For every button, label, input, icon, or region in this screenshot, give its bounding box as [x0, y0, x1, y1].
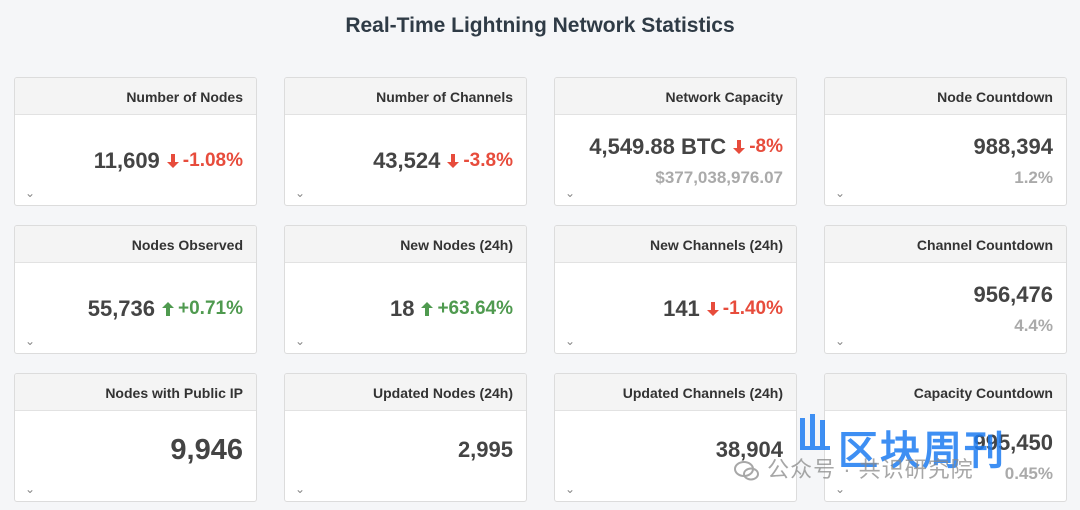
- watermark: 区块周刊 公众号 · 共识研究院: [730, 412, 1070, 502]
- card-title: Node Countdown: [825, 78, 1066, 115]
- arrow-up-icon: [162, 302, 175, 316]
- stat-card-updated-channels-24h: Updated Channels (24h) 38,904 ⌄: [554, 373, 797, 502]
- stat-card-number-of-nodes: Number of Nodes 11,609 -1.08% ⌄: [14, 77, 257, 206]
- chevron-down-icon[interactable]: ⌄: [565, 482, 576, 496]
- chevron-down-icon[interactable]: ⌄: [565, 334, 576, 348]
- stat-value: 2,995: [457, 437, 513, 462]
- chevron-down-icon[interactable]: ⌄: [25, 334, 36, 348]
- card-title: Updated Nodes (24h): [285, 374, 526, 411]
- arrow-down-icon: [447, 154, 460, 168]
- stat-value: 956,476: [973, 282, 1053, 307]
- stat-card-nodes-observed: Nodes Observed 55,736 +0.71% ⌄: [14, 225, 257, 354]
- arrow-down-icon: [733, 140, 746, 154]
- stat-subvalue: $377,038,976.07: [655, 168, 783, 187]
- card-title: Nodes Observed: [15, 226, 256, 263]
- arrow-up-icon: [421, 302, 434, 316]
- chevron-down-icon[interactable]: ⌄: [835, 482, 846, 496]
- chevron-down-icon[interactable]: ⌄: [25, 186, 36, 200]
- stat-card-new-channels-24h: New Channels (24h) 141 -1.40% ⌄: [554, 225, 797, 354]
- chevron-down-icon[interactable]: ⌄: [835, 186, 846, 200]
- page-title: Real-Time Lightning Network Statistics: [345, 14, 735, 37]
- stat-subvalue: 0.45%: [1004, 464, 1053, 483]
- stat-change: +0.71%: [161, 298, 243, 320]
- stat-value: 55,736: [87, 296, 156, 321]
- card-title: Nodes with Public IP: [15, 374, 256, 411]
- stat-value: 988,394: [973, 134, 1053, 159]
- arrow-down-icon: [166, 154, 179, 168]
- stat-subvalue: 1.2%: [1014, 168, 1053, 187]
- card-title: New Nodes (24h): [285, 226, 526, 263]
- card-title: Capacity Countdown: [825, 374, 1066, 411]
- watermark-subtitle: 公众号 · 共识研究院: [734, 452, 974, 484]
- card-title: Channel Countdown: [825, 226, 1066, 263]
- stat-card-updated-nodes-24h: Updated Nodes (24h) 2,995 ⌄: [284, 373, 527, 502]
- stat-value: 38,904: [715, 437, 783, 462]
- arrow-down-icon: [706, 302, 719, 316]
- stat-value: 141: [663, 296, 700, 321]
- card-title: Updated Channels (24h): [555, 374, 796, 411]
- stat-card-node-countdown: Node Countdown 988,394 1.2% ⌄: [824, 77, 1067, 206]
- stat-value: 4,549.88 BTC: [589, 134, 727, 159]
- chevron-down-icon[interactable]: ⌄: [295, 334, 306, 348]
- chevron-down-icon[interactable]: ⌄: [835, 334, 846, 348]
- stat-card-network-capacity: Network Capacity 4,549.88 BTC -8% $377,0…: [554, 77, 797, 206]
- stat-change: +63.64%: [420, 298, 513, 320]
- watermark-title: 区块周刊: [838, 429, 1006, 473]
- stat-subvalue: 4.4%: [1014, 316, 1053, 335]
- chevron-down-icon[interactable]: ⌄: [295, 186, 306, 200]
- stat-card-number-of-channels: Number of Channels 43,524 -3.8% ⌄: [284, 77, 527, 206]
- stat-value: 9,946: [170, 433, 243, 466]
- chevron-down-icon[interactable]: ⌄: [25, 482, 36, 496]
- card-title: Number of Nodes: [15, 78, 256, 115]
- card-title: Number of Channels: [285, 78, 526, 115]
- chevron-down-icon[interactable]: ⌄: [565, 186, 576, 200]
- stat-value: 11,609: [93, 148, 160, 173]
- stat-change: -3.8%: [446, 150, 513, 172]
- stat-card-capacity-countdown: Capacity Countdown 995,450 0.45% ⌄: [824, 373, 1067, 502]
- stat-change: -8%: [732, 136, 783, 158]
- card-title: Network Capacity: [555, 78, 796, 115]
- stat-change: -1.40%: [706, 298, 783, 320]
- stat-value: 995,450: [973, 430, 1053, 455]
- stat-value: 43,524: [373, 148, 441, 173]
- wechat-icon: [734, 461, 759, 481]
- stat-card-nodes-with-public-ip: Nodes with Public IP 9,946 ⌄: [14, 373, 257, 502]
- card-title: New Channels (24h): [555, 226, 796, 263]
- stat-value: 18: [389, 296, 415, 321]
- stat-change: -1.08%: [166, 150, 243, 172]
- stat-card-new-nodes-24h: New Nodes (24h) 18 +63.64% ⌄: [284, 225, 527, 354]
- stat-card-channel-countdown: Channel Countdown 956,476 4.4% ⌄: [824, 225, 1067, 354]
- watermark-logo-icon: [800, 414, 830, 450]
- stats-grid: Number of Nodes 11,609 -1.08% ⌄ Number o…: [14, 77, 1067, 502]
- chevron-down-icon[interactable]: ⌄: [295, 482, 306, 496]
